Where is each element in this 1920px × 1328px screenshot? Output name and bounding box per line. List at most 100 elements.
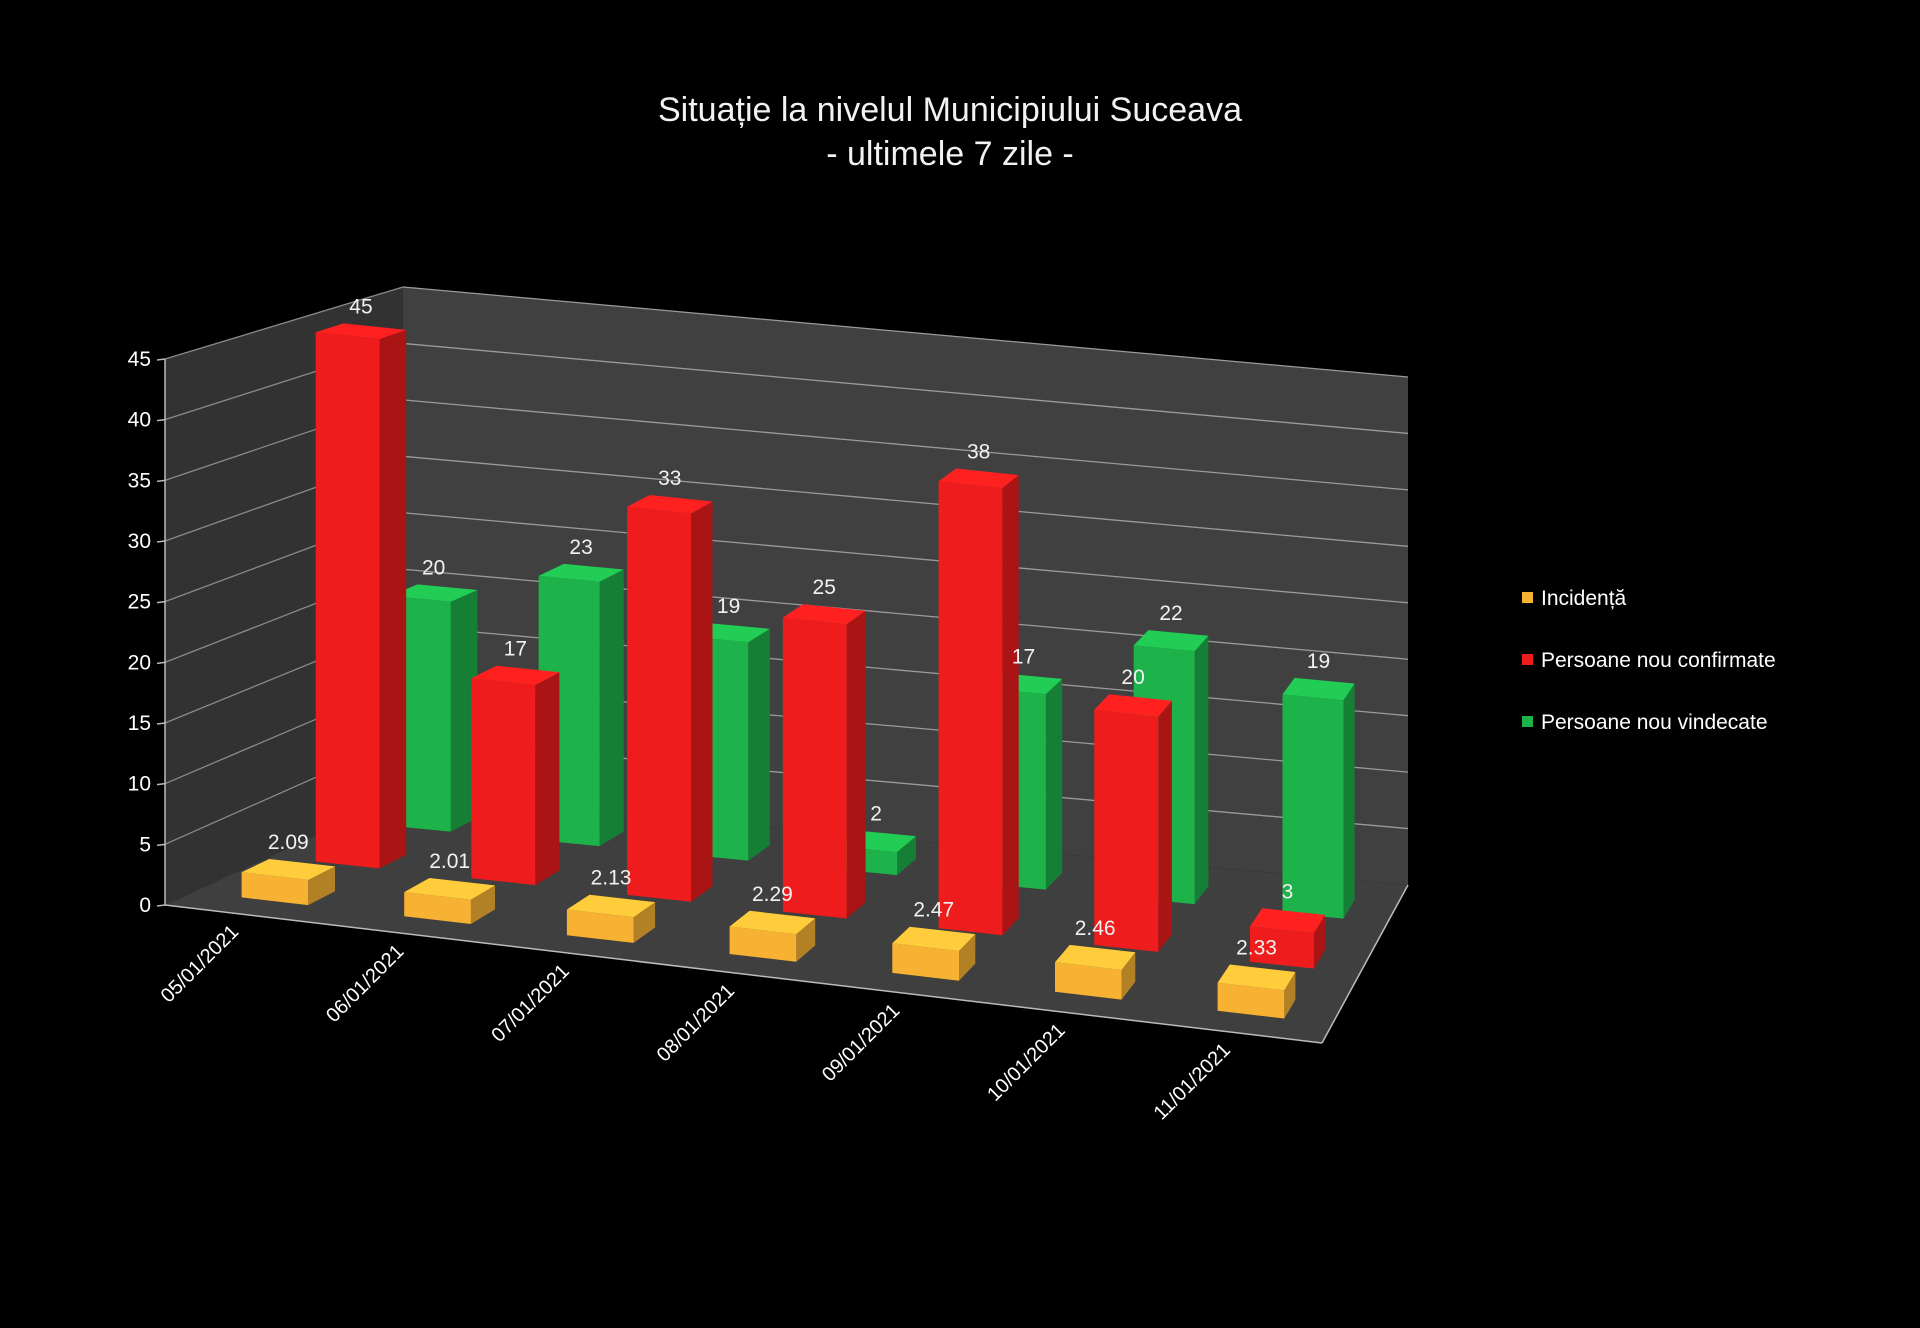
y-tick-mark [156,782,166,786]
gridline [402,455,1409,547]
bar-side [846,610,866,919]
bar-top [1133,630,1209,652]
bar-front [892,943,959,981]
bar-top [892,926,976,951]
data-label: 2.33 [1236,937,1277,960]
legend-item: Persoane nou vindecate [1522,709,1768,737]
gridline [402,286,1409,378]
bar-side [1045,678,1063,890]
gridline [402,512,1409,604]
chart-bars [241,323,1355,1019]
x-tick-label: 09/01/2021 [818,1000,904,1086]
bar-side [535,672,560,886]
legend-swatch [1522,591,1533,603]
y-tick-label: 0 [139,894,151,917]
legend-item: Persoane nou confirmate [1522,647,1776,675]
bar-0-6 [1217,964,1296,1019]
bar-side [1158,700,1172,952]
bar-side [748,628,770,861]
x-tick-label: 11/01/2021 [1150,1039,1235,1124]
bar-side [470,885,495,924]
data-label: 38 [967,440,990,463]
bar-side [897,836,916,876]
bar-0-0 [241,859,335,906]
bar-1-2 [627,495,713,902]
y-tick-label: 30 [128,530,151,553]
bar-1-6 [1250,908,1325,969]
data-label: 17 [504,638,527,661]
data-label: 2.13 [591,867,632,890]
bar-side [633,902,656,943]
y-tick-label: 25 [128,591,151,614]
bar-front [627,506,691,902]
bar-side [959,934,976,981]
data-label: 2 [870,802,882,825]
data-label: 22 [1159,602,1182,625]
legend-swatch [1522,715,1533,727]
x-tick-label: 05/01/2021 [157,921,243,1007]
bar-0-5 [1055,944,1136,1000]
bar-top [1055,944,1136,970]
bar-side [1343,683,1355,919]
bar-0-1 [404,878,495,924]
bar-top [566,894,656,918]
chart-title: Situație la nivelul Municipiului Suceava… [600,88,1300,176]
data-label: 19 [1307,650,1330,673]
bar-top [538,563,624,582]
bar-top [729,910,816,935]
y-tick-label: 45 [128,348,151,371]
bar-side [1313,914,1325,969]
bar-0-2 [566,894,656,943]
gridline [402,342,1409,435]
data-label: 23 [569,536,592,559]
bar-front [1217,982,1285,1019]
bar-top [782,604,866,625]
data-label: 33 [658,467,681,490]
bar-top [1094,694,1172,717]
bar-side [1121,952,1136,1000]
bar-side [379,329,407,869]
legend-swatch [1522,653,1533,665]
bar-side [796,918,816,962]
legend-label: Incidență [1541,587,1627,610]
data-label: 2.09 [268,831,309,854]
bar-top [389,584,478,602]
bar-top [627,495,713,514]
bar-front [1282,694,1344,919]
y-tick-mark [156,540,166,543]
data-label: 2.29 [752,883,793,906]
y-tick-mark [156,418,166,422]
bar-0-3 [729,910,816,962]
bar-front [782,617,847,919]
legend-label: Persoane nou vindecate [1541,711,1768,734]
bar-top [1217,964,1296,991]
bar-front [241,872,309,906]
y-tick-mark [156,479,166,483]
y-tick-label: 15 [128,712,151,735]
bar-0-4 [892,926,976,981]
bar-front [1055,962,1122,1000]
y-tick-label: 20 [128,651,151,674]
y-tick-mark [156,661,166,665]
bar-top [404,878,495,900]
bar-front [729,926,797,962]
legend-item: Incidență [1522,585,1626,613]
data-label: 25 [813,576,836,599]
x-tick-label: 10/01/2021 [983,1019,1069,1105]
data-label: 3 [1282,880,1294,903]
y-tick-mark [156,843,166,847]
x-tick-label: 06/01/2021 [322,941,408,1027]
bar-side [308,866,335,906]
bar-front [1094,709,1159,952]
bar-2-6 [1282,677,1355,919]
bar-top [315,323,407,340]
bar-1-4 [938,468,1019,936]
y-tick-label: 5 [139,833,151,856]
bar-1-3 [782,604,866,919]
bar-1-1 [471,665,560,886]
y-tick-label: 10 [128,773,151,796]
x-tick-label: 08/01/2021 [653,980,739,1066]
bar-front [471,678,536,886]
data-labels: 19 22 17 2 19 23 20 3 20 38 25 33 17 45 2.33 2.46 2.47 2.… [268,295,1330,959]
